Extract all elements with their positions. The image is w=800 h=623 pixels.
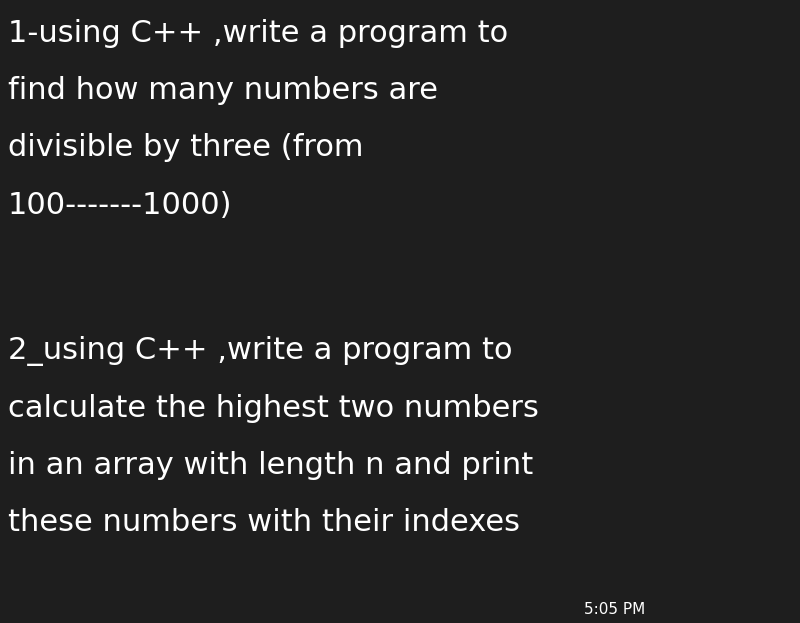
Text: 100-------1000): 100-------1000) [8,191,233,220]
Text: 2_using C++ ,write a program to: 2_using C++ ,write a program to [8,336,513,366]
Text: 5:05 PM: 5:05 PM [584,602,646,617]
Text: in an array with length n and print: in an array with length n and print [8,451,534,480]
Text: find how many numbers are: find how many numbers are [8,76,438,105]
Text: calculate the highest two numbers: calculate the highest two numbers [8,394,539,423]
Text: divisible by three (from: divisible by three (from [8,133,363,163]
Text: 1-using C++ ,write a program to: 1-using C++ ,write a program to [8,19,508,48]
Text: these numbers with their indexes: these numbers with their indexes [8,508,520,538]
